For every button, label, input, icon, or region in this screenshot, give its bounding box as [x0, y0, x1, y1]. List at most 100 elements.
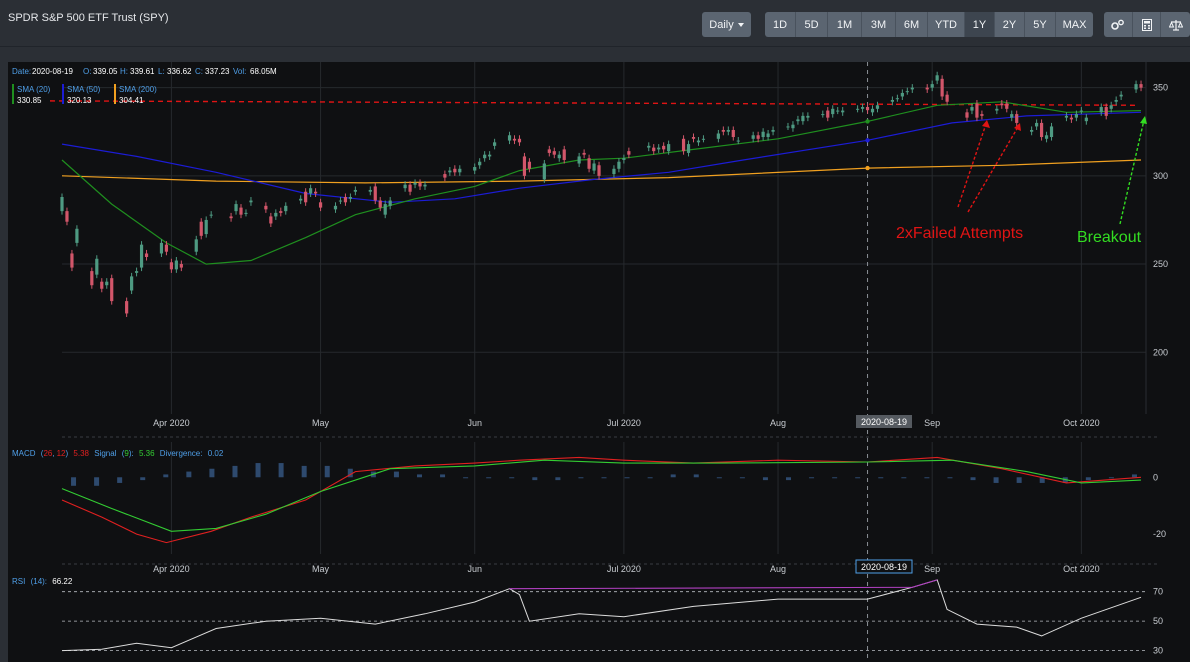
candle-body	[617, 161, 621, 169]
macd-value: 5.38	[73, 449, 89, 458]
rsi-legend: RSI (14): 66.22	[12, 577, 73, 586]
sma-legend-swatch	[62, 84, 64, 104]
range-button-2y[interactable]: 2Y	[995, 12, 1025, 37]
candle-body	[1049, 126, 1054, 138]
candle-body	[935, 75, 939, 81]
candle-body	[343, 197, 348, 203]
x-tick-label: Sep	[924, 418, 940, 428]
range-button-1m[interactable]: 1M	[828, 12, 862, 37]
candle-body	[338, 200, 343, 202]
macd-tick-label: -20	[1153, 529, 1166, 539]
candle-body	[1119, 94, 1123, 97]
breakout-annotation: Breakout	[1077, 229, 1142, 246]
range-button-1y[interactable]: 1Y	[965, 12, 995, 37]
macd-histogram-bar	[416, 474, 422, 478]
range-button-5y[interactable]: 5Y	[1025, 12, 1056, 37]
candle-body	[1030, 129, 1034, 132]
macd-histogram-bar	[1108, 477, 1114, 479]
macd-histogram-bar	[278, 463, 284, 478]
candle-body	[130, 276, 134, 291]
candle-body	[930, 84, 934, 88]
candle-body	[786, 126, 790, 128]
candle-body	[65, 211, 69, 222]
macd-histogram-bar	[532, 477, 538, 481]
range-button-6m[interactable]: 6M	[896, 12, 928, 37]
macd-histogram-bar	[71, 477, 77, 486]
candle-body	[1035, 122, 1039, 127]
candle-body	[274, 212, 278, 217]
macd-histogram-bar	[255, 463, 261, 478]
candle-body	[890, 99, 895, 102]
candle-body	[751, 135, 755, 139]
macd-histogram-bar	[324, 465, 330, 478]
candle-body	[1064, 115, 1069, 118]
date-label: Date:	[12, 67, 31, 76]
compare-button[interactable]	[1161, 12, 1190, 37]
signal-label: Signal	[94, 449, 116, 458]
sma20-marker	[865, 119, 870, 124]
macd-histogram-bar	[140, 477, 146, 481]
crosshair-date-box-price	[856, 415, 912, 428]
range-button-5d[interactable]: 5D	[796, 12, 828, 37]
candle-body	[234, 204, 238, 212]
candle-body	[1010, 114, 1014, 118]
macd-histogram-bar	[878, 477, 884, 479]
candle-body	[458, 168, 462, 173]
macd-histogram-bar	[993, 477, 999, 483]
candle-body	[473, 167, 477, 171]
macd-histogram-bar	[832, 477, 838, 479]
candle-body	[284, 205, 288, 212]
chart-area[interactable]: Apr 2020 Apr 2020 May May Jun Jun Jul 2020 Jul …	[8, 62, 1190, 662]
candle-body	[900, 92, 904, 97]
candle-body	[1005, 103, 1009, 109]
macd-histogram-bar	[117, 477, 123, 483]
macd-histogram-bar	[509, 477, 515, 479]
macd-histogram-bar	[440, 474, 446, 478]
chart-svg[interactable]: Apr 2020 Apr 2020 May May Jun Jun Jul 2020 Jul …	[8, 62, 1190, 662]
candle-body	[681, 138, 686, 152]
volume-value: 68.05M	[250, 67, 277, 76]
x-tick-label: Jul 2020	[607, 564, 641, 574]
candle-body	[60, 197, 64, 212]
macd-panel: 0 -20	[61, 456, 1166, 544]
candle-body	[657, 147, 661, 150]
macd-histogram-bar	[486, 477, 492, 479]
interval-dropdown[interactable]: Daily	[702, 12, 751, 37]
candle-body	[139, 244, 144, 268]
range-button-max[interactable]: MAX	[1056, 12, 1093, 37]
candle-body	[348, 197, 353, 199]
candle-body	[1104, 107, 1108, 116]
range-button-3m[interactable]: 3M	[862, 12, 896, 37]
candle-body	[980, 114, 984, 116]
settings-button[interactable]	[1104, 12, 1133, 37]
candle-body	[1084, 117, 1088, 122]
volume-label: Vol:	[233, 67, 246, 76]
sma-legend-label: SMA (20)	[17, 85, 51, 94]
candle-body	[368, 189, 372, 192]
candle-body	[95, 258, 99, 275]
candle-body	[910, 87, 914, 90]
interval-label: Daily	[709, 18, 734, 31]
calculator-button[interactable]	[1133, 12, 1161, 37]
candle-body	[144, 253, 149, 257]
candle-body	[582, 152, 586, 155]
macd-fast: 26	[43, 449, 52, 458]
x-tick-label: Jun	[467, 564, 482, 574]
crosshair-date-price: 2020-08-19	[861, 417, 907, 427]
candle-body	[995, 108, 999, 111]
y-tick-label: 200	[1153, 347, 1168, 357]
candle-body	[855, 108, 860, 110]
candle-body	[975, 103, 979, 118]
candle-body	[199, 221, 203, 236]
failed-attempts-annotation: 2xFailed Attempts	[896, 225, 1023, 242]
failed-attempt-arrow	[967, 126, 1019, 213]
range-button-ytd[interactable]: YTD	[928, 12, 965, 37]
open-label: O:	[83, 67, 91, 76]
range-button-1d[interactable]: 1D	[765, 12, 796, 37]
candle-body	[105, 281, 109, 286]
candle-body	[1074, 114, 1078, 118]
x-tick-label: Apr 2020	[153, 418, 190, 428]
signal-params-close: ):	[129, 449, 134, 458]
x-tick-label: Aug	[770, 564, 786, 574]
candle-body	[1114, 99, 1118, 102]
